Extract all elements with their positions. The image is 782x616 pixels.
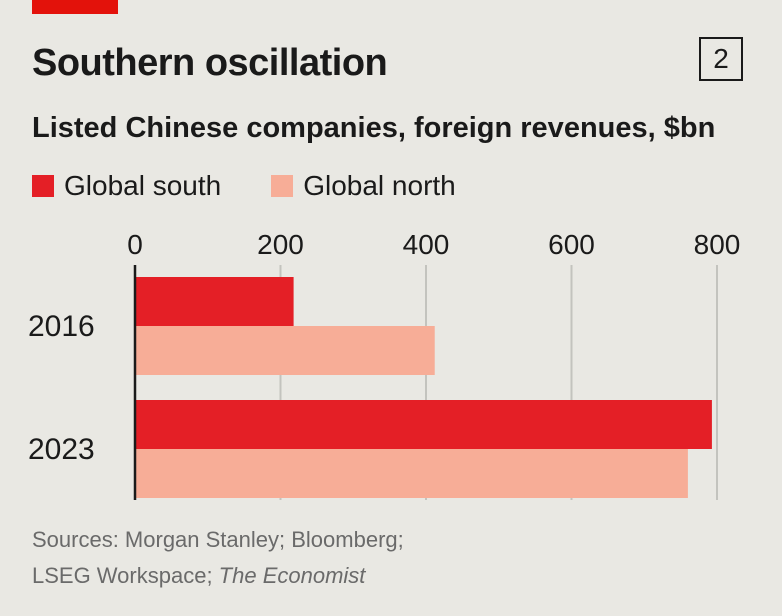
bar-global-south [135, 400, 712, 449]
legend-item-global-south: Global south [32, 170, 221, 202]
chart-title: Southern oscillation [32, 42, 388, 84]
legend-swatch-global-south [32, 175, 54, 197]
bar-chart: 0 200 400 600 800 2016 2023 [28, 229, 741, 500]
bar-global-south [135, 277, 294, 326]
x-tick-label: 0 [127, 229, 143, 260]
legend-swatch-global-north [271, 175, 294, 197]
category-label: 2016 [28, 310, 95, 343]
legend-label-global-south: Global south [64, 170, 222, 201]
x-tick-label: 800 [694, 229, 741, 260]
legend-label-global-north: Global north [303, 170, 456, 201]
chart-number-badge: 2 [699, 37, 743, 81]
source-line-2-text: LSEG Workspace; [32, 563, 219, 588]
x-tick-label: 400 [403, 229, 450, 260]
category-label: 2023 [28, 433, 95, 466]
x-tick-label: 200 [257, 229, 304, 260]
x-tick-label: 600 [548, 229, 595, 260]
legend-item-global-north: Global north [271, 170, 456, 202]
accent-bar [32, 0, 118, 14]
bar-global-north [135, 449, 688, 498]
source-line-2: LSEG Workspace; The Economist [32, 558, 404, 594]
chart-subtitle: Listed Chinese companies, foreign revenu… [32, 112, 716, 144]
source-note: Sources: Morgan Stanley; Bloomberg; LSEG… [32, 522, 404, 594]
bar-global-north [135, 326, 435, 375]
source-line-2-publisher: The Economist [218, 563, 366, 588]
source-line-1: Sources: Morgan Stanley; Bloomberg; [32, 527, 404, 552]
chart-legend: Global south Global north [32, 166, 506, 206]
